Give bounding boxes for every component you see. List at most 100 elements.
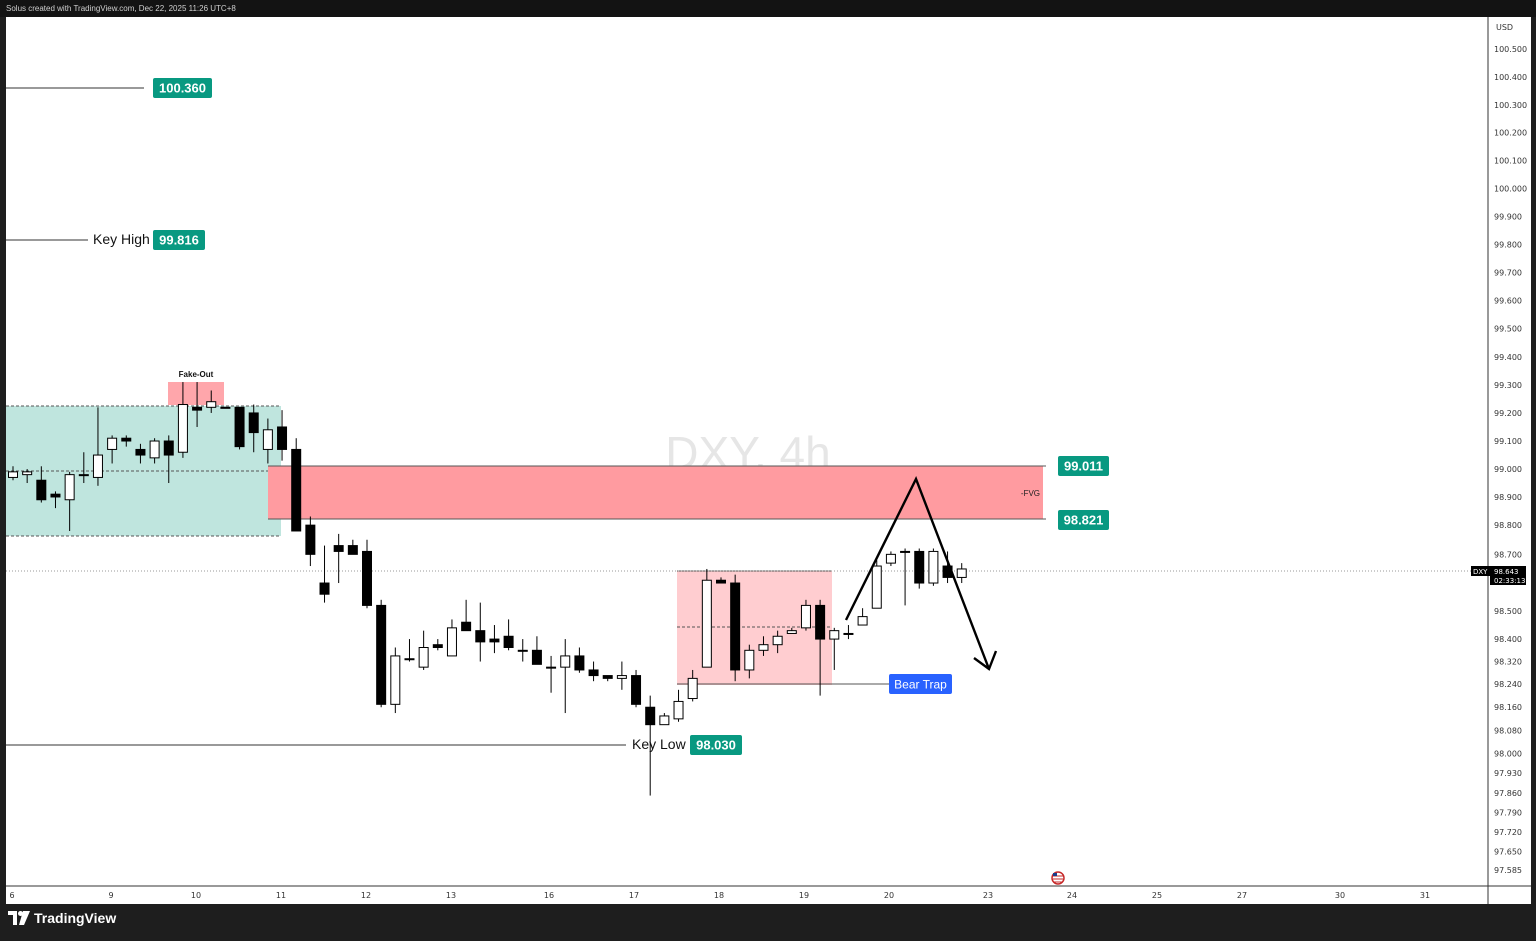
candle [645, 695, 656, 796]
candle [291, 438, 302, 532]
key-low-label: Key Low [632, 736, 687, 752]
price-axis-tick: 97.585 [1494, 866, 1522, 875]
key-high-label: Key High [93, 231, 150, 247]
candle [900, 548, 911, 606]
candle-body-down [815, 604, 826, 640]
candle-body-down [121, 437, 132, 442]
header-bar: Solus created with TradingView.com, Dec … [0, 0, 1536, 17]
candle [121, 435, 132, 447]
fake-out-box[interactable] [168, 382, 224, 405]
candle [163, 435, 174, 484]
candle [815, 599, 826, 696]
candle [517, 639, 528, 662]
candle-body-down [461, 621, 472, 632]
candle-body-down [333, 545, 344, 552]
time-axis-tick: 24 [1067, 891, 1077, 900]
candle [730, 574, 741, 682]
candle [92, 407, 103, 486]
candle-body-down [475, 630, 486, 643]
candle-body-up [78, 474, 89, 477]
tradingview-brand[interactable]: TradingView [8, 910, 116, 926]
tag-100360[interactable]: 100.360 [153, 78, 212, 98]
candle [50, 491, 61, 509]
candle [432, 639, 443, 651]
price-axis-tick: 100.300 [1494, 101, 1527, 110]
chart-frame[interactable]: DXY, 4h Fake-Out -FVG Key High Key [6, 17, 1531, 904]
candle-body-up [758, 644, 769, 651]
candle-body-down [50, 493, 61, 498]
candle [262, 418, 273, 464]
price-axis-tick: 99.900 [1494, 213, 1522, 222]
candle [914, 548, 925, 589]
candle [305, 516, 316, 567]
candle [277, 410, 288, 461]
current-price-value: 98.643 [1494, 568, 1519, 576]
time-axis-tick: 31 [1420, 891, 1430, 900]
tag-key-low[interactable]: 98.030 [690, 735, 742, 755]
candle [503, 619, 514, 651]
candle-body-down [163, 440, 174, 456]
price-axis-tick: 97.650 [1494, 848, 1522, 857]
candle [22, 469, 33, 484]
candle [248, 404, 259, 453]
time-axis-tick: 19 [799, 891, 809, 900]
fvg-label: -FVG [1021, 489, 1040, 498]
price-axis-tick: 98.000 [1494, 749, 1522, 758]
candle-body-up [772, 635, 783, 646]
candle-body-down [248, 412, 259, 434]
candle [489, 625, 500, 654]
tag-key-high-text: 99.816 [159, 233, 199, 248]
candle [234, 406, 245, 450]
candle [687, 669, 698, 702]
candle [404, 639, 415, 662]
candle [885, 551, 896, 567]
price-axis-tick: 98.320 [1494, 658, 1522, 667]
candle [588, 661, 599, 682]
candle [446, 619, 457, 657]
time-axis-tick: 9 [108, 891, 113, 900]
candle-body-up [8, 471, 18, 478]
time-axis-ticks[interactable]: 6 9 10 11 12 13 16 17 18 19 20 23 24 25 27 30 31 [9, 891, 1430, 900]
candle [772, 630, 783, 654]
price-axis-tick: 98.160 [1494, 703, 1522, 712]
fvg-zone[interactable] [268, 466, 1043, 519]
candle [192, 382, 203, 427]
candle-body-up [64, 474, 75, 501]
price-axis-tick: 99.800 [1494, 240, 1522, 249]
us-flag-icon[interactable] [1051, 871, 1065, 885]
footer-bar [0, 904, 1536, 941]
candle-body-up [843, 632, 854, 635]
candle-body-down [531, 649, 542, 665]
price-axis-tick: 100.500 [1494, 45, 1527, 54]
candle-body-up [786, 630, 797, 634]
tag-bear-trap[interactable]: Bear Trap [889, 674, 952, 694]
projection-arrowhead [973, 650, 998, 671]
candle-body-down [588, 669, 599, 677]
candle [475, 602, 486, 662]
candle [149, 438, 160, 464]
candle [716, 577, 726, 584]
candle-body-up [262, 429, 273, 450]
candle-body-up [546, 666, 557, 669]
candle [107, 435, 118, 464]
tag-key-high[interactable]: 99.816 [153, 230, 205, 250]
candle [659, 713, 670, 726]
candle-body-up [390, 655, 401, 705]
time-axis-tick: 27 [1237, 891, 1247, 900]
tag-fvg-bottom[interactable]: 98.821 [1058, 510, 1109, 530]
tradingview-brand-text: TradingView [34, 910, 117, 926]
candle-body-down [489, 638, 500, 643]
candle-body-down [192, 406, 203, 411]
current-price-symbol: DXY [1473, 568, 1488, 576]
price-axis-tick: 97.930 [1494, 769, 1522, 778]
price-axis-tick: 98.400 [1494, 635, 1522, 644]
chart-canvas[interactable]: DXY, 4h Fake-Out -FVG Key High Key [6, 17, 1531, 904]
candle-body-down [135, 448, 146, 456]
candle [673, 689, 684, 722]
candle [135, 443, 146, 464]
candle [220, 406, 231, 409]
price-axis-tick: 98.900 [1494, 493, 1522, 502]
current-price-marker[interactable]: DXY 98.643 02:33:13 [1471, 566, 1526, 585]
price-axis-ticks[interactable]: 100.500 100.400 100.300 100.200 100.100 100.0… [1494, 45, 1527, 875]
tag-fvg-top[interactable]: 99.011 [1058, 456, 1109, 476]
